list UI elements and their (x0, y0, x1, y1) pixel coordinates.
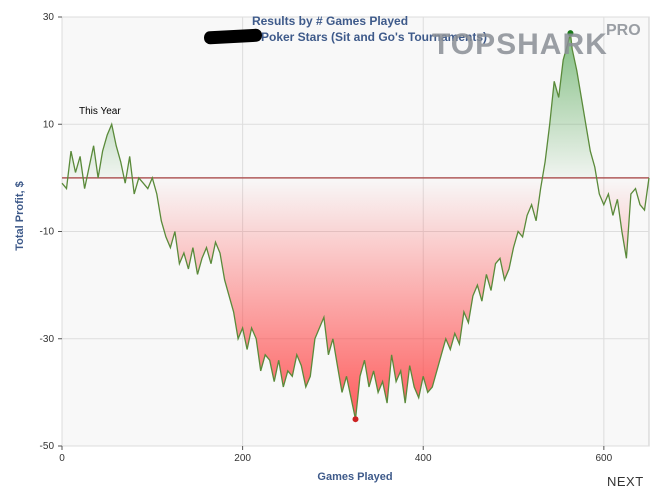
x-tick-label: 0 (59, 453, 65, 464)
y-axis-ticks: 30 10 -10 -30 -50 (40, 12, 62, 452)
y-tick-label: 30 (43, 12, 55, 23)
area-negative (62, 177, 649, 420)
max-point-marker (567, 30, 574, 37)
series-line (61, 32, 650, 420)
x-axis-label: Games Played (317, 471, 393, 483)
y-tick-label: -50 (40, 441, 55, 452)
x-tick-label: 400 (415, 453, 432, 464)
pro-badge: PRO (606, 22, 641, 39)
y-tick-label: 10 (43, 119, 55, 130)
this-year-annotation: This Year (79, 106, 121, 117)
x-tick-label: 600 (596, 453, 613, 464)
x-axis-ticks: 0 200 400 600 (59, 446, 613, 464)
next-button[interactable]: NEXT (607, 474, 644, 489)
y-tick-label: -10 (40, 227, 55, 238)
extreme-markers (352, 30, 574, 423)
y-tick-label: -30 (40, 334, 55, 345)
chart-subtitle: on Poker Stars (Sit and Go's Tournaments… (242, 30, 487, 44)
topshark-logo: TOPSHARK (432, 28, 608, 61)
y-axis-label: Total Profit, $ (14, 181, 26, 251)
profit-line (61, 32, 650, 420)
min-point-marker (352, 416, 359, 423)
chart-title: Results by # Games Played (251, 14, 409, 28)
x-tick-label: 200 (234, 453, 251, 464)
